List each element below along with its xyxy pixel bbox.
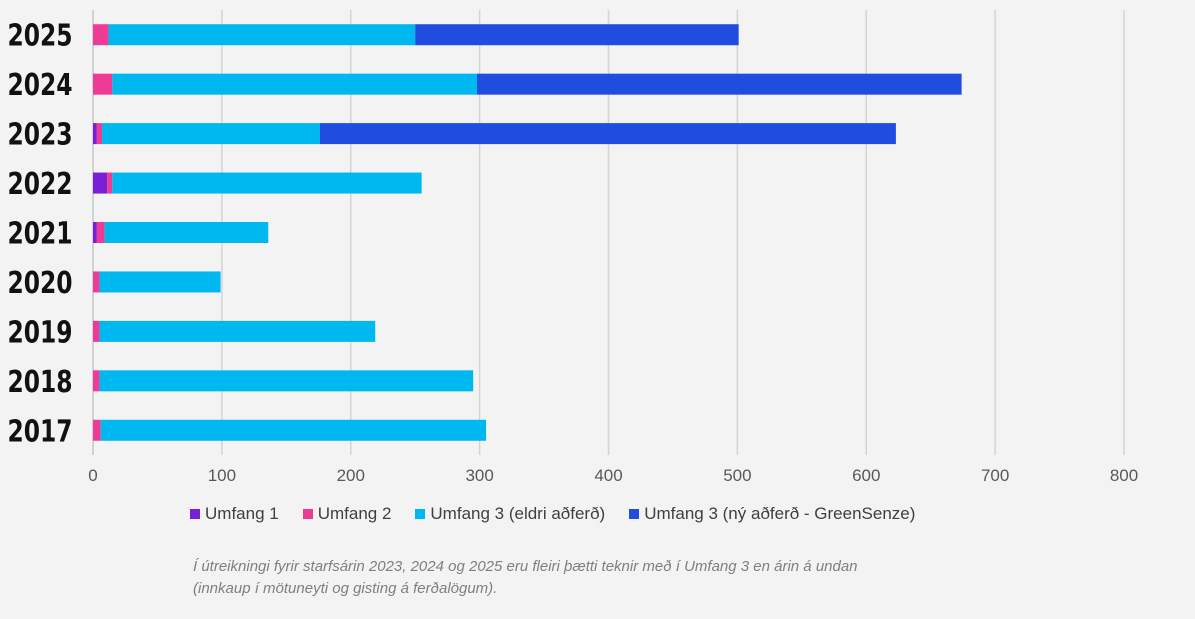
bar-segment: [99, 271, 221, 293]
bar-segment: [96, 123, 103, 145]
bar-segment: [319, 123, 896, 145]
bar-segment: [107, 172, 113, 194]
bar-segment: [99, 370, 474, 392]
legend-label: Umfang 3 (eldri aðferð): [430, 504, 606, 523]
bar-segment: [102, 123, 320, 145]
y-category-label: 2024: [7, 68, 72, 103]
bar-segment: [93, 222, 97, 243]
bar-segment: [99, 320, 376, 342]
x-tick-label: 600: [852, 466, 880, 485]
bar-segment: [93, 320, 100, 342]
legend-item-umfang-3-eldri: Umfang 3 (eldri aðferð): [415, 504, 605, 524]
bar-segment: [93, 73, 113, 95]
bar-segment: [93, 419, 101, 441]
bar-segment: [112, 73, 478, 95]
footnote: Í útreikningi fyrir starfsárin 2023, 202…: [193, 558, 858, 597]
bar-segment: [112, 172, 422, 194]
bar-segment: [93, 123, 97, 145]
legend-swatch: [190, 509, 200, 519]
bar-segment: [100, 419, 487, 441]
y-category-label: 2017: [7, 415, 72, 450]
legend-label: Umfang 3 (ný aðferð - GreenSenze): [644, 504, 916, 523]
legend-item-umfang-3-ny: Umfang 3 (ný aðferð - GreenSenze): [629, 504, 915, 524]
legend-item-umfang-1: Umfang 1: [190, 504, 279, 524]
bar-segment: [93, 271, 100, 293]
y-axis-labels: 2025 2024 2023 2022 2021 2020 2019 2018 2017: [7, 19, 72, 449]
y-category-label: 2018: [7, 365, 72, 400]
y-category-label: 2019: [7, 316, 72, 351]
y-category-label: 2023: [7, 118, 72, 153]
bar-segment: [96, 222, 105, 243]
y-category-label: 2021: [7, 217, 72, 252]
legend-label: Umfang 2: [317, 504, 392, 523]
x-tick-label: 700: [981, 466, 1009, 485]
bar-segment: [93, 172, 108, 194]
x-tick-label: 100: [208, 466, 236, 485]
stacked-bar-chart: 2025 2024 2023 2022 2021 2020 2019 2018 2017 0 10…: [7, 10, 1138, 485]
bar-segment: [477, 73, 962, 95]
bar-segment: [415, 24, 739, 46]
x-axis-labels: 0 100 200 300 400 500 600 700 800: [88, 466, 1138, 485]
bar-segment: [93, 24, 109, 46]
legend-label: Umfang 1: [205, 504, 279, 523]
legend-item-umfang-2: Umfang 2: [302, 504, 392, 524]
y-category-label: 2025: [7, 19, 72, 54]
x-tick-label: 400: [594, 466, 622, 485]
x-tick-label: 300: [465, 466, 493, 485]
legend-swatch: [629, 509, 640, 519]
x-tick-label: 0: [88, 466, 97, 485]
x-tick-label: 200: [337, 466, 365, 485]
y-category-label: 2020: [7, 266, 72, 301]
legend-swatch: [302, 509, 313, 519]
bar-segment: [93, 370, 100, 392]
bar-segment: [104, 222, 269, 243]
bars: [93, 24, 962, 441]
legend: Umfang 1 Umfang 2 Umfang 3 (eldri aðferð…: [190, 504, 915, 524]
legend-swatch: [415, 509, 426, 519]
x-tick-label: 500: [723, 466, 751, 485]
x-tick-label: 800: [1110, 466, 1138, 485]
y-category-label: 2022: [7, 167, 72, 202]
bar-segment: [108, 24, 416, 46]
